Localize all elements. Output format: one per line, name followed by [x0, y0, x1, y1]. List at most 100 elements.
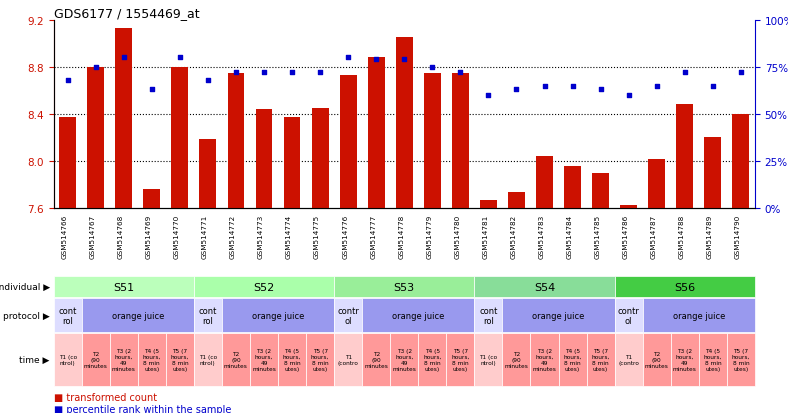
Text: T5 (7
hours,
8 min
utes): T5 (7 hours, 8 min utes) — [311, 349, 329, 371]
Text: T1 (co
ntrol): T1 (co ntrol) — [199, 354, 217, 365]
Bar — [59, 118, 76, 209]
Text: GSM514780: GSM514780 — [455, 215, 460, 259]
Text: T3 (2
hours,
49
minutes: T3 (2 hours, 49 minutes — [252, 349, 276, 371]
Bar — [396, 38, 413, 209]
Point — [678, 70, 691, 76]
Bar — [676, 105, 693, 209]
Bar — [115, 29, 132, 209]
Text: T5 (7
hours,
8 min
utes): T5 (7 hours, 8 min utes) — [732, 349, 750, 371]
Point — [61, 78, 74, 84]
Text: T1
(contro: T1 (contro — [619, 354, 639, 365]
Text: T2
(90
minutes: T2 (90 minutes — [364, 351, 388, 368]
Text: GSM514772: GSM514772 — [230, 215, 236, 259]
Text: contr
ol: contr ol — [618, 306, 640, 325]
Text: T5 (7
hours,
8 min
utes): T5 (7 hours, 8 min utes) — [171, 349, 189, 371]
Point — [89, 64, 102, 71]
Text: orange juice: orange juice — [252, 311, 304, 320]
Text: GSM514790: GSM514790 — [735, 215, 741, 259]
Text: GSM514782: GSM514782 — [511, 215, 516, 259]
Text: orange juice: orange juice — [392, 311, 444, 320]
Text: orange juice: orange juice — [673, 311, 725, 320]
Text: GSM514770: GSM514770 — [174, 215, 180, 259]
Point — [146, 87, 158, 93]
Bar — [312, 109, 329, 209]
Text: GSM514784: GSM514784 — [567, 215, 573, 259]
Text: GSM514786: GSM514786 — [623, 215, 629, 259]
Point — [202, 78, 214, 84]
Text: T3 (2
hours,
49
minutes: T3 (2 hours, 49 minutes — [112, 349, 136, 371]
Text: GSM514767: GSM514767 — [90, 215, 95, 259]
Text: T4 (5
hours,
8 min
utes): T4 (5 hours, 8 min utes) — [563, 349, 582, 371]
Bar — [733, 115, 749, 209]
Text: T2
(90
minutes: T2 (90 minutes — [504, 351, 529, 368]
Text: T3 (2
hours,
49
minutes: T3 (2 hours, 49 minutes — [673, 349, 697, 371]
Text: GSM514788: GSM514788 — [678, 215, 685, 259]
Bar — [143, 190, 160, 209]
Text: GSM514781: GSM514781 — [482, 215, 489, 259]
Bar — [284, 118, 300, 209]
Text: GSM514778: GSM514778 — [398, 215, 404, 259]
Text: contr
ol: contr ol — [337, 306, 359, 325]
Text: T3 (2
hours,
49
minutes: T3 (2 hours, 49 minutes — [533, 349, 556, 371]
Point — [117, 55, 130, 62]
Bar — [452, 74, 469, 209]
Text: GSM514771: GSM514771 — [202, 215, 208, 259]
Point — [482, 93, 495, 99]
Point — [173, 55, 186, 62]
Bar — [228, 74, 244, 209]
Text: protocol ▶: protocol ▶ — [3, 311, 50, 320]
Bar — [255, 110, 273, 209]
Text: GSM514774: GSM514774 — [286, 215, 292, 259]
Text: GSM514769: GSM514769 — [146, 215, 152, 259]
Point — [286, 70, 299, 76]
Text: S52: S52 — [254, 282, 274, 292]
Point — [398, 57, 411, 64]
Bar — [172, 68, 188, 209]
Bar — [368, 58, 385, 209]
Text: T4 (5
hours,
8 min
utes): T4 (5 hours, 8 min utes) — [143, 349, 161, 371]
Text: T1
(contro: T1 (contro — [338, 354, 359, 365]
Text: GSM514785: GSM514785 — [595, 215, 600, 259]
Text: T1 (co
ntrol): T1 (co ntrol) — [479, 354, 497, 365]
Text: T2
(90
minutes: T2 (90 minutes — [224, 351, 248, 368]
Point — [734, 70, 747, 76]
Bar — [620, 205, 637, 209]
Point — [623, 93, 635, 99]
Text: orange juice: orange juice — [112, 311, 164, 320]
Bar — [564, 166, 581, 209]
Point — [510, 87, 522, 93]
Bar — [649, 159, 665, 209]
Bar — [199, 139, 216, 209]
Text: GSM514777: GSM514777 — [370, 215, 376, 259]
Point — [454, 70, 466, 76]
Text: GSM514768: GSM514768 — [117, 215, 124, 259]
Bar — [593, 173, 609, 209]
Text: T2
(90
minutes: T2 (90 minutes — [84, 351, 108, 368]
Bar — [704, 138, 721, 209]
Point — [370, 57, 382, 64]
Text: ■ transformed count: ■ transformed count — [54, 392, 157, 401]
Point — [229, 70, 242, 76]
Text: T3 (2
hours,
49
minutes: T3 (2 hours, 49 minutes — [392, 349, 416, 371]
Text: cont
rol: cont rol — [479, 306, 497, 325]
Text: GSM514776: GSM514776 — [342, 215, 348, 259]
Bar — [480, 200, 496, 209]
Bar — [340, 76, 356, 209]
Text: GSM514789: GSM514789 — [707, 215, 713, 259]
Text: T5 (7
hours,
8 min
utes): T5 (7 hours, 8 min utes) — [452, 349, 470, 371]
Text: orange juice: orange juice — [533, 311, 585, 320]
Text: T5 (7
hours,
8 min
utes): T5 (7 hours, 8 min utes) — [592, 349, 610, 371]
Bar — [508, 192, 525, 209]
Text: cont
rol: cont rol — [199, 306, 217, 325]
Text: GSM514773: GSM514773 — [258, 215, 264, 259]
Text: T2
(90
minutes: T2 (90 minutes — [645, 351, 669, 368]
Bar — [87, 68, 104, 209]
Text: cont
rol: cont rol — [58, 306, 76, 325]
Text: S56: S56 — [675, 282, 695, 292]
Text: GSM514783: GSM514783 — [538, 215, 545, 259]
Point — [314, 70, 326, 76]
Text: GSM514766: GSM514766 — [61, 215, 68, 259]
Point — [258, 70, 270, 76]
Point — [650, 83, 663, 90]
Text: ■ percentile rank within the sample: ■ percentile rank within the sample — [54, 404, 231, 413]
